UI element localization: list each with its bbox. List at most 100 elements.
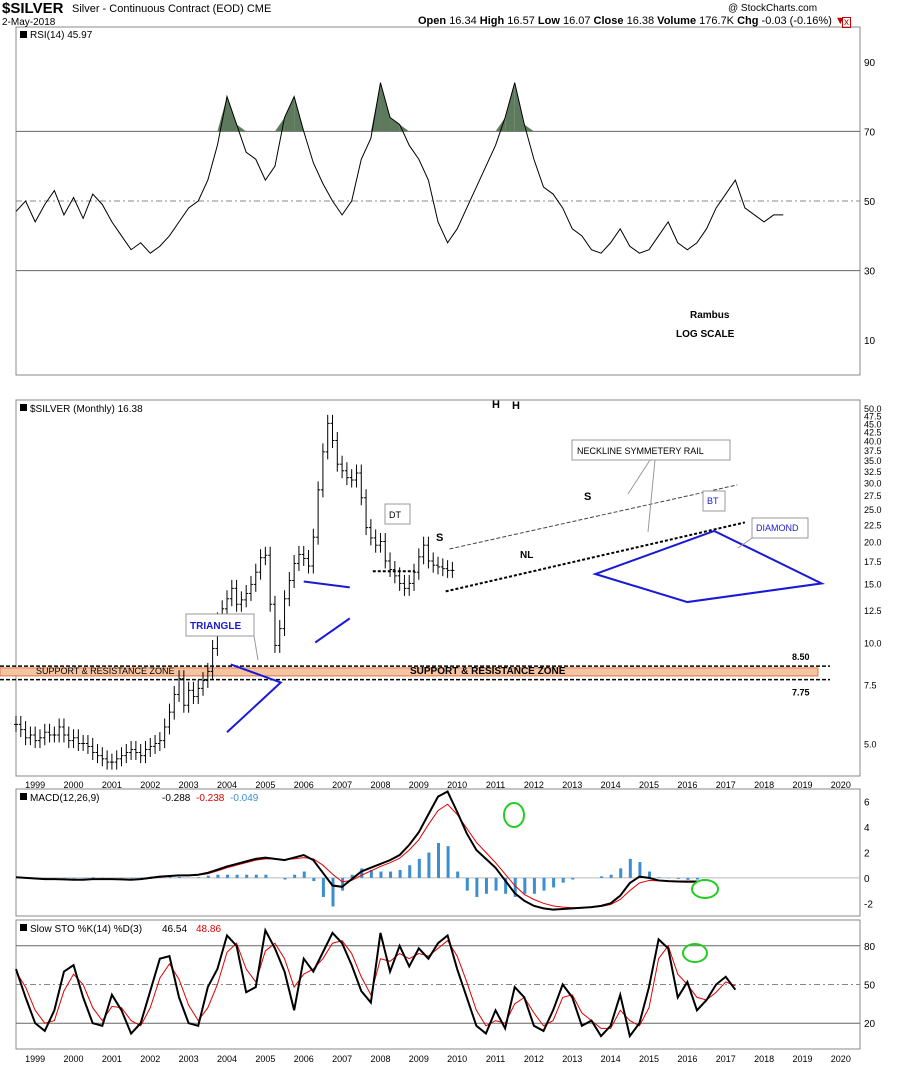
macd-value: -0.288: [162, 793, 191, 804]
chart-title-name: Silver - Continuous Contract (EOD) CME: [72, 3, 272, 15]
price-tick-label: 27.5: [864, 491, 882, 501]
diamond-label-box: [751, 517, 809, 539]
volume-value: 176.7K: [699, 15, 735, 27]
rsi-overbought-fill: [390, 117, 400, 132]
price-year-label: 2004: [217, 780, 237, 790]
price-year-label: 2000: [64, 780, 84, 790]
rsi-overbought-fill: [227, 96, 237, 132]
macd-histogram-bar: [484, 877, 488, 894]
macd-histogram-bar: [475, 877, 479, 897]
price-tick-label: 45.0: [864, 419, 882, 429]
price-year-label: 2005: [255, 780, 275, 790]
bt-label-box: [702, 490, 726, 512]
price-year-label: 2007: [332, 780, 352, 790]
sto-d-value: 48.86: [196, 924, 221, 935]
support-resistance-zone: [0, 667, 819, 677]
bt-label: BT: [707, 496, 719, 506]
price-tick-label: 12.5: [864, 606, 882, 616]
macd-signal-value: -0.238: [196, 793, 225, 804]
macd-histogram-bar: [648, 871, 651, 878]
rsi-overbought-fill: [217, 96, 227, 132]
low-label: Low: [537, 15, 560, 27]
price-tick-label: 42.5: [864, 428, 882, 438]
price-tick-label: 47.5: [864, 411, 882, 421]
sto-year-label: 2020: [831, 1054, 851, 1064]
rail-pointer-b: [647, 459, 656, 533]
chg-value: -0.03 (-0.16%): [761, 15, 832, 27]
macd-histogram-bar: [91, 877, 95, 878]
price-tick-label: 17.5: [864, 557, 882, 567]
price-tick-label: 25.0: [864, 505, 882, 515]
sto-year-label: 2003: [179, 1054, 199, 1064]
price-tick-label: 30.0: [864, 478, 882, 488]
rail-label-box: [571, 439, 731, 461]
macd-cross-circle: [691, 879, 719, 899]
macd-histogram-bar: [523, 877, 527, 894]
dt-label: DT: [389, 510, 401, 520]
price-tick-label: 22.5: [864, 520, 882, 530]
price-year-label: 2014: [601, 780, 621, 790]
sto-k-value: 46.54: [162, 924, 187, 935]
macd-histogram-bar: [283, 877, 287, 880]
price-year-label: 2001: [102, 780, 122, 790]
macd-histogram-bar: [542, 877, 546, 891]
macd-tick-label: 6: [864, 798, 870, 809]
rsi-overbought-fill: [495, 117, 506, 132]
stockcharts-brand: @ StockCharts.com: [728, 3, 818, 14]
macd-histogram-bar: [552, 877, 556, 888]
rail-label: NECKLINE SYMMETERY RAIL: [577, 446, 704, 456]
sto-year-label: 2012: [524, 1054, 544, 1064]
macd-tick-label: 2: [864, 849, 870, 860]
macd-tick-label: 4: [864, 823, 870, 834]
diamond-pattern: [592, 529, 826, 604]
triangle-label-pointer: [253, 635, 259, 661]
rsi-overbought-fill: [524, 124, 534, 132]
price-tick-label: 35.0: [864, 456, 882, 466]
price-year-label: 2003: [179, 780, 199, 790]
macd-histogram-bar: [360, 868, 364, 878]
macd-histogram-bar: [72, 877, 76, 879]
rsi-tick-label: 70: [864, 127, 876, 138]
triangle-label: TRIANGLE: [190, 621, 241, 632]
price-year-label: 2010: [447, 780, 467, 790]
price-tick-label: 40.0: [864, 437, 882, 447]
macd-histogram-bar: [600, 876, 604, 878]
sto-top-circle: [682, 943, 708, 963]
sto-d-line: [15, 939, 736, 1029]
macd-signal-line: [15, 803, 697, 909]
rsi-overbought-fill: [380, 82, 391, 132]
sto-legend-swatch: [20, 924, 27, 931]
rsi-tick-label: 90: [864, 58, 876, 69]
chart-date: 2-May-2018: [2, 17, 56, 28]
open-value: 16.34: [449, 15, 477, 27]
macd-histogram-bar: [312, 877, 316, 882]
macd-histogram-bar: [130, 877, 134, 879]
neckline: [445, 521, 746, 593]
neckline-label: NL: [520, 550, 533, 561]
macd-histogram-bar: [235, 874, 239, 878]
price-year-label: 2011: [486, 780, 505, 790]
macd-line: [15, 790, 697, 911]
sto-k-line: [15, 927, 737, 1039]
close-icon[interactable]: x: [842, 17, 851, 28]
macd-histogram-bar: [695, 877, 699, 880]
shoulder-label-left: S: [436, 532, 443, 544]
macd-histogram-bar: [293, 874, 297, 878]
price-year-label: 2019: [792, 780, 812, 790]
price-year-label: 2015: [639, 780, 659, 790]
rsi-line: [15, 82, 784, 254]
sto-year-label: 2004: [217, 1054, 237, 1064]
macd-histogram-bar: [389, 871, 393, 878]
macd-histogram-bar: [532, 877, 536, 894]
flag-bottom-line: [314, 617, 351, 644]
price-year-label: 2002: [140, 780, 160, 790]
diamond-label: DIAMOND: [756, 523, 799, 533]
macd-histogram-bar: [226, 874, 229, 878]
macd-histogram-bar: [561, 877, 565, 883]
macd-histogram-bar: [379, 871, 383, 878]
sto-tick-label: 50: [864, 981, 876, 992]
macd-histogram-bar: [168, 876, 172, 878]
head-label-2: H: [512, 400, 520, 412]
macd-histogram-bar: [619, 868, 623, 878]
